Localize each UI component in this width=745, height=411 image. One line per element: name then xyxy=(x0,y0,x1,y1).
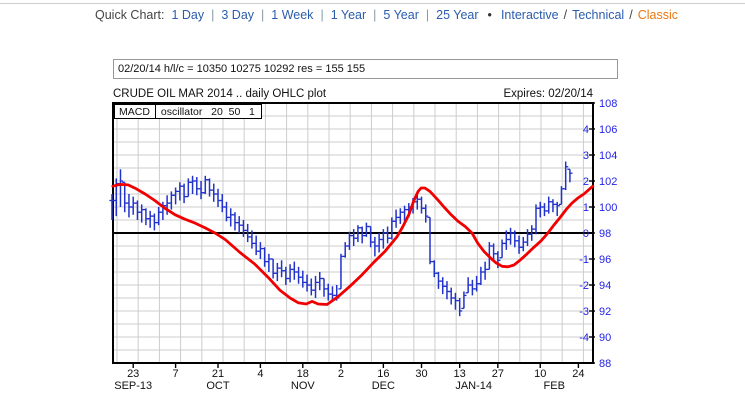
svg-text:10: 10 xyxy=(534,368,546,380)
nav-mode-separator: / xyxy=(563,8,568,22)
svg-text:90: 90 xyxy=(599,332,611,344)
svg-text:108: 108 xyxy=(599,98,617,110)
svg-text:23: 23 xyxy=(127,368,139,380)
svg-text:92: 92 xyxy=(599,306,611,318)
nav-mode-interactive[interactable]: Interactive xyxy=(500,8,559,22)
svg-text:0: 0 xyxy=(583,228,589,240)
svg-text:-4: -4 xyxy=(579,332,589,344)
quote-info-text: 02/20/14 h/l/c = 10350 10275 10292 res =… xyxy=(118,63,366,75)
svg-text:102: 102 xyxy=(599,176,617,188)
svg-text:JAN-14: JAN-14 xyxy=(455,380,492,392)
top-divider xyxy=(0,3,745,4)
svg-text:2: 2 xyxy=(338,368,344,380)
svg-text:13: 13 xyxy=(454,368,466,380)
svg-text:96: 96 xyxy=(599,254,611,266)
nav-separator: | xyxy=(320,8,324,22)
quick-chart-nav: Quick Chart: 1 Day | 3 Day | 1 Week | 1 Year | 5 … xyxy=(95,8,678,22)
nav-period-5-year[interactable]: 5 Year xyxy=(383,8,419,22)
svg-text:2: 2 xyxy=(583,176,589,188)
svg-text:100: 100 xyxy=(599,202,617,214)
chart-expiry: Expires: 02/20/14 xyxy=(503,88,593,100)
svg-text:88: 88 xyxy=(599,358,611,370)
nav-period-25-year[interactable]: 25 Year xyxy=(436,8,479,22)
nav-mode-classic[interactable]: Classic xyxy=(637,8,678,22)
nav-separator: | xyxy=(211,8,215,22)
svg-text:30: 30 xyxy=(415,368,427,380)
nav-separator: | xyxy=(373,8,377,22)
nav-bullet-icon: • xyxy=(487,8,492,22)
svg-text:3: 3 xyxy=(583,150,589,162)
indicator-name: MACD xyxy=(119,105,150,118)
nav-label: Quick Chart: xyxy=(95,8,165,22)
svg-text:NOV: NOV xyxy=(291,380,316,392)
svg-text:OCT: OCT xyxy=(206,380,230,392)
svg-text:106: 106 xyxy=(599,124,617,136)
nav-separator: | xyxy=(425,8,430,22)
nav-mode-technical[interactable]: Technical xyxy=(572,8,625,22)
indicator-box: MACD oscillator 20 50 1 xyxy=(114,104,262,119)
indicator-params: oscillator 20 50 1 xyxy=(160,105,255,118)
quote-info-box: 02/20/14 h/l/c = 10350 10275 10292 res =… xyxy=(113,59,618,79)
svg-text:DEC: DEC xyxy=(372,380,395,392)
svg-text:7: 7 xyxy=(173,368,179,380)
nav-period-1-day[interactable]: 1 Day xyxy=(171,8,205,22)
svg-text:21: 21 xyxy=(212,368,224,380)
nav-period-1-year[interactable]: 1 Year xyxy=(330,8,367,22)
svg-text:18: 18 xyxy=(297,368,309,380)
svg-text:104: 104 xyxy=(599,150,617,162)
svg-text:SEP-13: SEP-13 xyxy=(114,380,152,392)
svg-text:1: 1 xyxy=(583,202,589,214)
svg-text:-1: -1 xyxy=(579,254,589,266)
svg-text:4: 4 xyxy=(257,368,263,380)
nav-mode-separator: / xyxy=(629,8,633,22)
svg-text:4: 4 xyxy=(583,124,589,136)
indicator-box-divider xyxy=(154,105,156,118)
svg-text:27: 27 xyxy=(492,368,504,380)
svg-text:24: 24 xyxy=(572,368,584,380)
nav-separator: | xyxy=(261,8,265,22)
nav-period-3-day[interactable]: 3 Day xyxy=(221,8,255,22)
svg-text:-3: -3 xyxy=(579,306,589,318)
chart-title-row: CRUDE OIL MAR 2014 .. daily OHLC plot Ex… xyxy=(113,88,593,100)
svg-text:98: 98 xyxy=(599,228,611,240)
svg-text:FEB: FEB xyxy=(544,380,565,392)
svg-text:94: 94 xyxy=(599,280,611,292)
svg-text:16: 16 xyxy=(377,368,389,380)
nav-period-1-week[interactable]: 1 Week xyxy=(271,8,314,22)
chart-title: CRUDE OIL MAR 2014 .. daily OHLC plot xyxy=(113,88,327,100)
svg-text:-2: -2 xyxy=(579,280,589,292)
